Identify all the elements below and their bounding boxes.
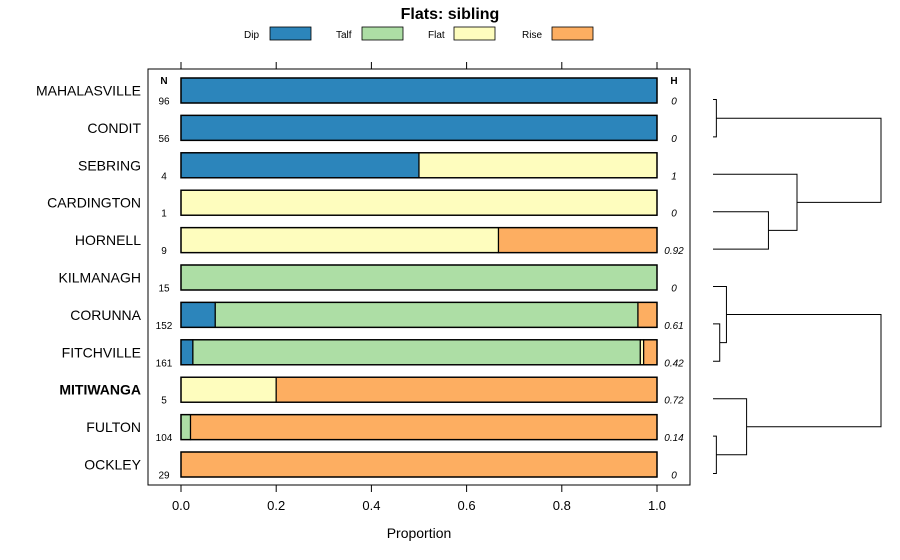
- legend-label-talf: Talf: [336, 30, 352, 41]
- bar-mitiwanga-flat: [180, 376, 277, 403]
- legend-swatch-dip: [269, 26, 312, 41]
- bar-cardington-flat: [180, 189, 658, 216]
- h-label-hornell: 0.92: [664, 246, 684, 257]
- bar-outline-hornell: [180, 226, 658, 254]
- bar-fulton-talf: [180, 414, 192, 441]
- bar-sebring-flat: [418, 152, 658, 179]
- category-label-cardington: CARDINGTON: [47, 195, 141, 211]
- n-label-condit: 56: [158, 134, 170, 145]
- n-label-kilmanagh: 15: [158, 284, 170, 295]
- dendrogram-link-8: [726, 314, 882, 428]
- bar-fitchville-dip: [180, 339, 194, 366]
- bar-outline-kilmanagh: [180, 264, 658, 291]
- x-axis-title: Proportion: [387, 525, 452, 541]
- h-label-kilmanagh: 0: [671, 284, 677, 295]
- legend-swatch-talf: [361, 26, 404, 41]
- dendrogram-link-5: [713, 398, 748, 456]
- n-label-mahalasville: 96: [158, 97, 170, 108]
- dendrogram-link-7: [716, 117, 882, 203]
- x-tick-label-0: 0.0: [172, 498, 190, 513]
- bar-mitiwanga-rise: [275, 376, 658, 403]
- n-label-sebring: 4: [161, 171, 167, 182]
- row-labels: MAHALASVILLE 96 0 CONDIT 56 0 SEBRING 4 1 CARDING…: [36, 83, 684, 482]
- h-label-fitchville: 0.42: [664, 358, 684, 369]
- bar-hornell-rise: [497, 227, 658, 254]
- bar-outline-cardington: [180, 189, 658, 216]
- category-label-fulton: FULTON: [86, 419, 141, 435]
- bar-fitchville-rise: [643, 339, 658, 366]
- n-label-corunna: 152: [156, 321, 173, 332]
- legend-label-dip: Dip: [244, 30, 259, 41]
- legend-swatch-rise: [551, 26, 594, 41]
- dendrogram-link-6: [713, 173, 798, 231]
- x-tick-label-2: 0.4: [362, 498, 380, 513]
- h-label-corunna: 0.61: [664, 321, 683, 332]
- x-tick-label-1: 0.2: [267, 498, 285, 513]
- bar-outline-fitchville: [180, 339, 658, 366]
- category-label-sebring: SEBRING: [78, 157, 141, 173]
- bar-outline-condit: [180, 114, 658, 142]
- bar-outline-fulton: [180, 413, 658, 441]
- bar-corunna-dip: [180, 301, 216, 328]
- bar-outline-corunna: [180, 301, 658, 329]
- category-label-hornell: HORNELL: [75, 232, 141, 248]
- plot-frame: [147, 68, 691, 486]
- h-label-condit: 0: [671, 134, 677, 145]
- bar-hornell-flat: [180, 227, 500, 254]
- category-label-ockley: OCKLEY: [84, 457, 141, 473]
- category-label-corunna: CORUNNA: [70, 307, 141, 323]
- bars: [180, 77, 658, 478]
- h-column-header: H: [670, 76, 677, 87]
- legend: Dip Talf Flat Rise: [244, 26, 594, 41]
- dendrogram: [713, 99, 882, 474]
- category-label-condit: CONDIT: [87, 120, 141, 136]
- bar-outline-mahalasville: [180, 77, 658, 104]
- h-label-ockley: 0: [671, 471, 677, 482]
- h-label-sebring: 1: [671, 171, 677, 182]
- dendrogram-link-1: [713, 435, 717, 474]
- legend-label-flat: Flat: [428, 30, 445, 41]
- n-label-fulton: 104: [156, 433, 173, 444]
- x-tick-label-3: 0.6: [458, 498, 476, 513]
- h-label-mahalasville: 0: [671, 97, 677, 108]
- category-label-kilmanagh: KILMANAGH: [59, 270, 141, 286]
- category-label-mitiwanga: MITIWANGA: [59, 382, 141, 398]
- h-label-cardington: 0: [671, 209, 677, 220]
- category-label-fitchville: FITCHVILLE: [62, 344, 141, 360]
- bar-corunna-rise: [637, 301, 658, 328]
- n-label-hornell: 9: [161, 246, 167, 257]
- h-label-fulton: 0.14: [664, 433, 684, 444]
- bar-outline-mitiwanga: [180, 376, 658, 403]
- n-label-mitiwanga: 5: [161, 396, 167, 407]
- bar-mahalasville-dip: [180, 77, 658, 104]
- legend-swatch-flat: [453, 26, 496, 41]
- bar-corunna-talf: [214, 301, 639, 328]
- category-label-mahalasville: MAHALASVILLE: [36, 83, 141, 99]
- x-tick-label-4: 0.8: [553, 498, 571, 513]
- bar-condit-dip: [180, 114, 658, 142]
- n-label-fitchville: 161: [156, 358, 173, 369]
- bar-outline-sebring: [180, 152, 658, 179]
- bar-sebring-dip: [180, 152, 420, 179]
- dendrogram-link-3: [713, 211, 769, 250]
- bar-outline-ockley: [180, 451, 658, 478]
- n-column-header: N: [160, 76, 167, 87]
- h-label-mitiwanga: 0.72: [664, 396, 684, 407]
- bar-fitchville-talf: [192, 339, 641, 366]
- dendrogram-link-2: [713, 323, 721, 362]
- legend-label-rise: Rise: [522, 30, 542, 41]
- chart-title: Flats: sibling: [401, 6, 500, 23]
- dendrogram-link-0: [713, 99, 717, 138]
- n-label-cardington: 1: [161, 209, 167, 220]
- x-tick-label-5: 1.0: [648, 498, 666, 513]
- n-label-ockley: 29: [158, 471, 170, 482]
- bar-ockley-rise: [180, 451, 658, 478]
- bar-kilmanagh-talf: [180, 264, 658, 291]
- x-axis: 0.0 0.2 0.4 0.6 0.8 1.0: [172, 62, 666, 513]
- bar-fulton-rise: [189, 414, 658, 441]
